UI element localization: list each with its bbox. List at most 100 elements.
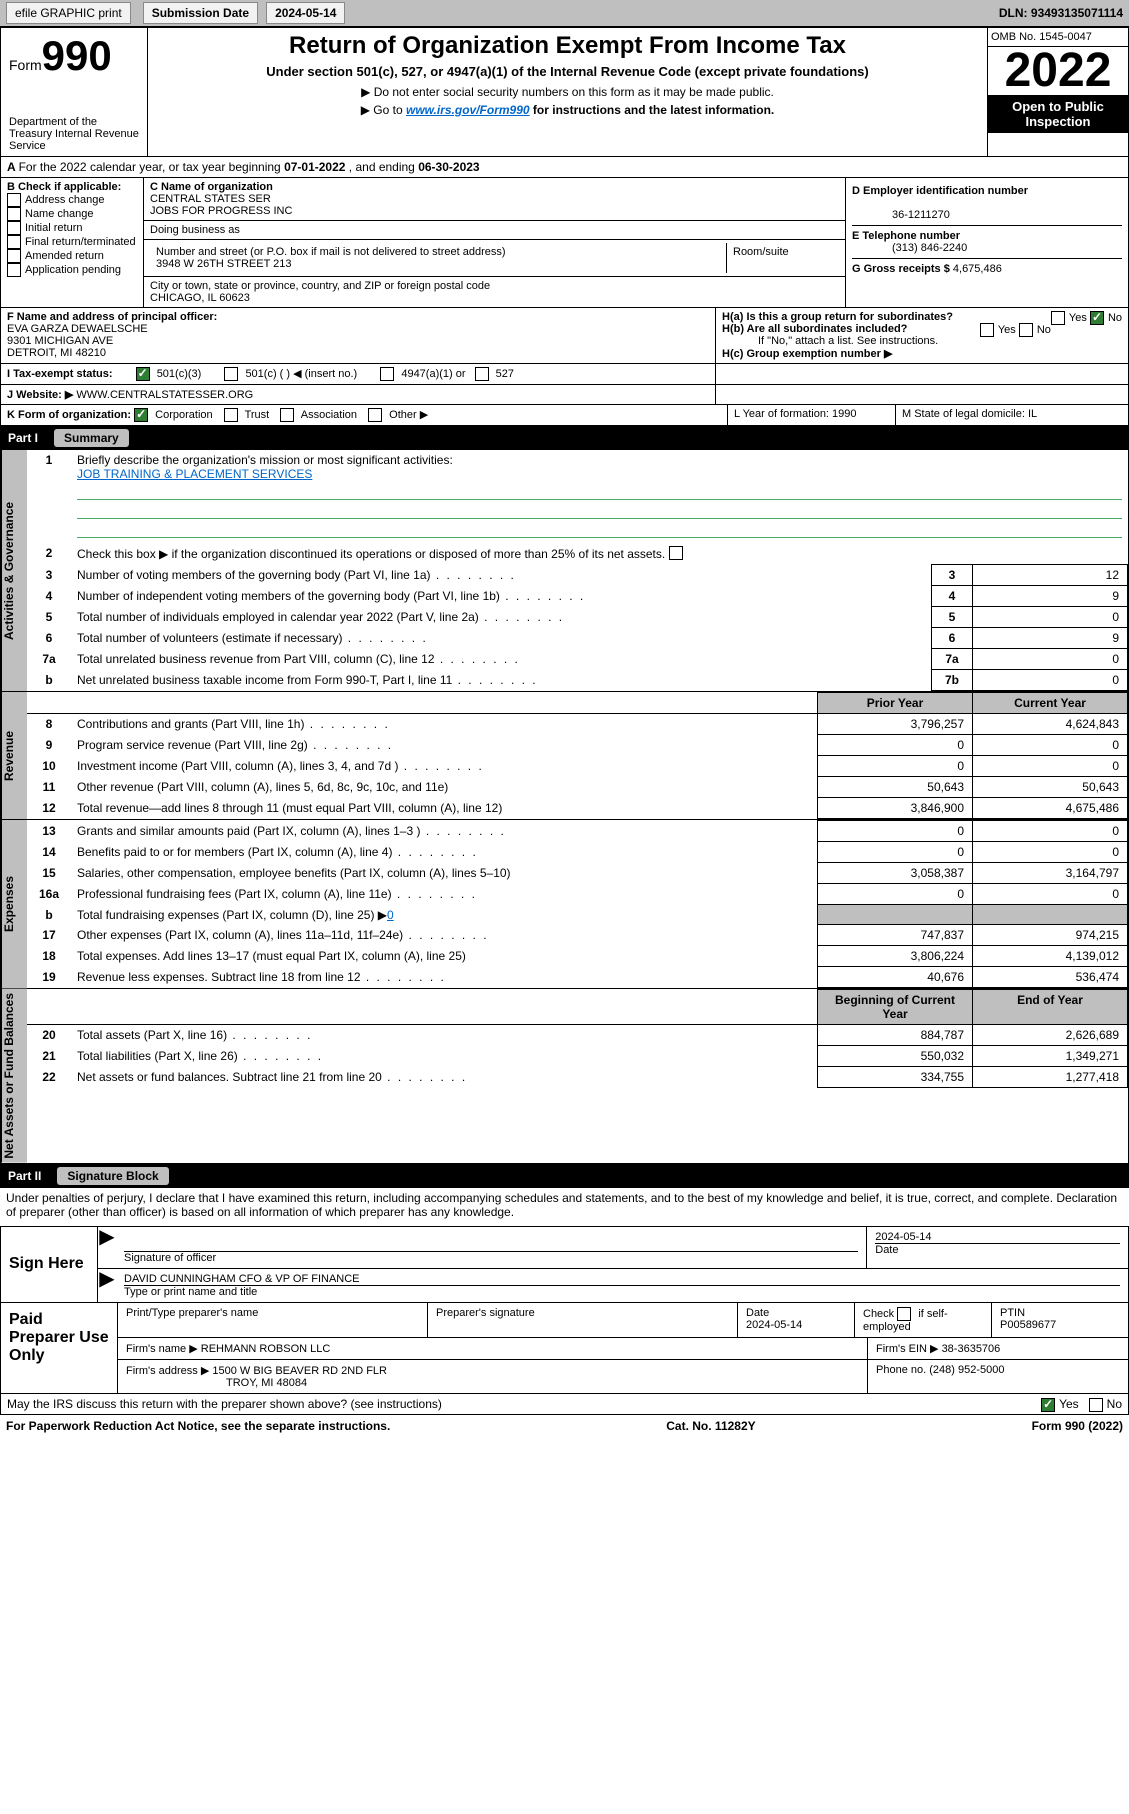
sign-here-block: Sign Here ▶ Signature of officer 2024-05… xyxy=(0,1226,1129,1303)
checkbox-ha-no[interactable] xyxy=(1090,311,1104,325)
section-fh: F Name and address of principal officer:… xyxy=(0,308,1129,364)
checkbox-app-pending[interactable] xyxy=(7,263,21,277)
submission-date-label: Submission Date xyxy=(143,2,258,24)
header-right: OMB No. 1545-0047 2022 Open to Public In… xyxy=(988,28,1128,156)
officer-name-title: DAVID CUNNINGHAM CFO & VP OF FINANCE xyxy=(124,1273,360,1285)
type-name-label: Type or print name and title xyxy=(124,1286,257,1298)
firm-addr-1: 1500 W BIG BEAVER RD 2ND FLR xyxy=(212,1365,387,1377)
form-page: Form 990 (2022) xyxy=(1032,1419,1123,1433)
discuss-no: No xyxy=(1107,1397,1122,1411)
l11-current: 50,643 xyxy=(973,777,1128,798)
hb-no: No xyxy=(1037,324,1051,336)
checkbox-address-change[interactable] xyxy=(7,193,21,207)
penalties-text: Under penalties of perjury, I declare th… xyxy=(0,1188,1129,1222)
l-year-formation: L Year of formation: 1990 xyxy=(728,405,895,425)
l2-text: Check this box ▶ if the organization dis… xyxy=(71,543,1128,565)
room-suite-label: Room/suite xyxy=(727,243,839,273)
hb-yes: Yes xyxy=(998,324,1016,336)
form-title: Return of Organization Exempt From Incom… xyxy=(156,32,979,60)
sig-date-label: Date xyxy=(875,1244,898,1256)
prior-year-header: Prior Year xyxy=(818,693,973,714)
checkbox-ha-yes[interactable] xyxy=(1051,311,1065,325)
l14-current: 0 xyxy=(973,842,1128,863)
check-label: Check xyxy=(863,1308,894,1320)
checkbox-discuss-no[interactable] xyxy=(1089,1398,1103,1412)
part-1-label: Part I xyxy=(8,431,38,445)
part-2-label: Part II xyxy=(8,1169,41,1183)
section-f: F Name and address of principal officer:… xyxy=(1,308,715,363)
vtab-net-assets: Net Assets or Fund Balances xyxy=(1,989,27,1163)
mission-link[interactable]: JOB TRAINING & PLACEMENT SERVICES xyxy=(77,467,312,481)
checkbox-corp[interactable] xyxy=(134,408,148,422)
checkbox-527[interactable] xyxy=(475,367,489,381)
cat-no: Cat. No. 11282Y xyxy=(666,1419,755,1433)
hb-label: H(b) Are all subordinates included? xyxy=(722,323,907,335)
section-j: J Website: ▶ WWW.CENTRALSTATESSER.ORG xyxy=(0,385,1129,405)
gross-receipts-value: 4,675,486 xyxy=(953,263,1002,275)
header-left: Form990 Department of the Treasury Inter… xyxy=(1,28,148,156)
k-assoc: Association xyxy=(301,409,357,421)
phone-label: Phone no. xyxy=(876,1364,926,1376)
l22-label: Net assets or fund balances. Subtract li… xyxy=(71,1067,818,1088)
firm-ein-label: Firm's EIN ▶ xyxy=(876,1343,939,1355)
l18-current: 4,139,012 xyxy=(973,946,1128,967)
dba-label: Doing business as xyxy=(150,224,240,236)
part-1-title: Summary xyxy=(54,429,129,447)
header-middle: Return of Organization Exempt From Incom… xyxy=(148,28,988,156)
l4-val: 9 xyxy=(973,586,1128,607)
l5-label: Total number of individuals employed in … xyxy=(71,607,932,628)
l11-label: Other revenue (Part VIII, column (A), li… xyxy=(71,777,818,798)
open-to-public: Open to Public Inspection xyxy=(988,95,1128,133)
vtab-revenue: Revenue xyxy=(1,692,27,819)
checkbox-501c3[interactable] xyxy=(136,367,150,381)
b-item-5: Application pending xyxy=(25,264,121,276)
checkbox-trust[interactable] xyxy=(224,408,238,422)
ptin-value: P00589677 xyxy=(1000,1319,1056,1331)
discuss-yes: Yes xyxy=(1059,1397,1079,1411)
checkbox-final-return[interactable] xyxy=(7,235,21,249)
l6-label: Total number of volunteers (estimate if … xyxy=(71,628,932,649)
l17-prior: 747,837 xyxy=(818,925,973,946)
boy-header: Beginning of Current Year xyxy=(818,990,973,1025)
l16b-link[interactable]: 0 xyxy=(387,908,394,922)
checkbox-assoc[interactable] xyxy=(280,408,294,422)
signature-arrow-icon: ▶ xyxy=(98,1227,116,1268)
section-activities-governance: Activities & Governance 1 Briefly descri… xyxy=(0,450,1129,692)
checkbox-other[interactable] xyxy=(368,408,382,422)
checkbox-discontinued[interactable] xyxy=(669,546,683,560)
vtab-expenses: Expenses xyxy=(1,820,27,988)
firm-addr-label: Firm's address ▶ xyxy=(126,1365,209,1377)
l9-current: 0 xyxy=(973,735,1128,756)
l21-label: Total liabilities (Part X, line 26) xyxy=(71,1046,818,1067)
ein-value: 36-1211270 xyxy=(852,209,950,221)
l18-label: Total expenses. Add lines 13–17 (must eq… xyxy=(71,946,818,967)
checkbox-initial-return[interactable] xyxy=(7,221,21,235)
page-footer: For Paperwork Reduction Act Notice, see … xyxy=(0,1415,1129,1437)
e-label: E Telephone number xyxy=(852,230,960,242)
phone-value: (248) 952-5000 xyxy=(929,1364,1004,1376)
checkbox-hb-yes[interactable] xyxy=(980,323,994,337)
city-value: CHICAGO, IL 60623 xyxy=(150,292,250,304)
section-revenue: Revenue Prior YearCurrent Year 8Contribu… xyxy=(0,692,1129,820)
irs-link[interactable]: www.irs.gov/Form990 xyxy=(406,103,530,117)
prep-name-label: Print/Type preparer's name xyxy=(118,1303,428,1337)
officer-name: EVA GARZA DEWAELSCHE xyxy=(7,323,148,335)
checkbox-name-change[interactable] xyxy=(7,207,21,221)
c-name-label: C Name of organization xyxy=(150,181,273,193)
checkbox-self-employed[interactable] xyxy=(897,1307,911,1321)
firm-ein-value: 38-3635706 xyxy=(942,1343,1001,1355)
checkbox-amended[interactable] xyxy=(7,249,21,263)
l12-prior: 3,846,900 xyxy=(818,798,973,819)
efile-button[interactable]: efile GRAPHIC print xyxy=(6,2,131,24)
checkbox-discuss-yes[interactable] xyxy=(1041,1398,1055,1412)
sig-officer-label: Signature of officer xyxy=(124,1252,216,1264)
checkbox-hb-no[interactable] xyxy=(1019,323,1033,337)
part-2-header: Part II Signature Block xyxy=(0,1164,1129,1188)
dln-block: DLN: 93493135071114 xyxy=(999,6,1123,20)
l15-label: Salaries, other compensation, employee b… xyxy=(71,863,818,884)
l7b-label: Net unrelated business taxable income fr… xyxy=(71,670,932,691)
l8-label: Contributions and grants (Part VIII, lin… xyxy=(71,714,818,735)
checkbox-4947[interactable] xyxy=(380,367,394,381)
checkbox-501c[interactable] xyxy=(224,367,238,381)
submission-block: Submission Date 2024-05-14 xyxy=(143,2,346,24)
